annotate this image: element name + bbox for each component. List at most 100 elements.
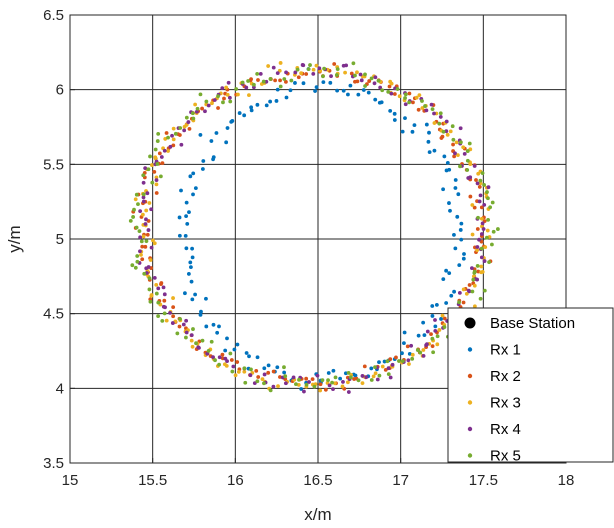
data-point	[451, 142, 455, 147]
data-point	[154, 191, 159, 195]
data-point	[140, 257, 145, 262]
data-point	[314, 63, 319, 68]
data-point	[278, 375, 282, 379]
data-point	[187, 126, 192, 131]
data-point	[130, 263, 135, 268]
data-point	[255, 102, 260, 107]
data-point	[457, 290, 462, 295]
data-point	[407, 91, 412, 96]
data-point	[451, 137, 456, 142]
data-point	[397, 359, 401, 363]
data-point	[412, 123, 417, 128]
data-point	[477, 199, 482, 204]
data-point	[462, 151, 467, 156]
data-point	[240, 80, 245, 85]
data-point	[395, 87, 400, 91]
data-point	[264, 103, 269, 108]
data-point	[322, 66, 327, 71]
data-point	[134, 225, 139, 230]
data-point	[388, 108, 393, 113]
data-point	[156, 314, 161, 319]
data-point	[421, 348, 426, 352]
data-point	[424, 122, 429, 127]
data-point	[138, 235, 143, 240]
data-point	[448, 208, 452, 213]
data-point	[480, 269, 485, 274]
data-point	[429, 102, 434, 107]
data-point	[479, 232, 484, 236]
data-point	[191, 171, 196, 176]
data-point	[431, 350, 436, 355]
data-point	[149, 207, 154, 212]
data-point	[349, 71, 354, 76]
data-point	[177, 324, 182, 329]
data-point	[143, 222, 148, 226]
data-point	[405, 344, 410, 349]
data-point	[468, 175, 473, 180]
data-point	[275, 87, 280, 92]
data-point	[296, 75, 301, 80]
data-point	[171, 314, 176, 319]
legend-box	[447, 307, 614, 463]
data-point	[190, 297, 195, 302]
data-point	[330, 380, 334, 385]
data-point	[224, 140, 229, 145]
data-point	[225, 92, 230, 97]
data-point	[143, 166, 148, 171]
data-point	[369, 76, 374, 81]
data-point	[442, 325, 447, 329]
data-point	[453, 151, 457, 156]
data-point	[177, 233, 182, 238]
data-point	[482, 259, 487, 263]
data-point	[150, 180, 155, 185]
data-point	[154, 182, 159, 187]
data-point	[152, 276, 157, 280]
data-point	[163, 137, 168, 141]
data-point	[420, 106, 425, 110]
data-point	[430, 304, 435, 308]
data-point	[299, 71, 304, 76]
data-point	[400, 359, 405, 364]
data-point	[189, 279, 194, 284]
data-point	[430, 336, 435, 341]
data-point	[209, 139, 214, 143]
data-point	[171, 305, 176, 309]
data-point	[306, 67, 311, 72]
data-point	[171, 126, 176, 131]
data-point	[149, 293, 154, 297]
data-point	[249, 367, 253, 372]
data-point	[262, 372, 267, 377]
legend-label-rx-1: Rx 1	[490, 342, 521, 359]
data-point	[454, 140, 459, 145]
data-point	[420, 99, 424, 103]
data-point	[425, 329, 430, 334]
data-point	[483, 245, 488, 250]
data-point	[476, 269, 481, 274]
data-point	[346, 390, 351, 394]
data-point	[476, 215, 480, 220]
legend: Base Station Rx 1 Rx 2 Rx 3 Rx 4 Rx 5	[447, 307, 614, 465]
data-point	[138, 249, 142, 254]
data-point	[289, 78, 294, 83]
data-point	[155, 139, 160, 143]
data-point	[134, 192, 139, 197]
data-point	[452, 154, 457, 159]
data-point	[387, 84, 392, 89]
data-point	[458, 126, 463, 131]
x-axis-label: x/m	[304, 505, 331, 524]
data-point	[168, 310, 172, 315]
data-point	[132, 207, 136, 212]
data-point	[148, 258, 153, 262]
data-point	[488, 205, 493, 210]
data-point	[182, 128, 187, 133]
data-point	[418, 350, 423, 355]
data-point	[453, 246, 458, 251]
data-point	[235, 342, 240, 347]
data-point	[358, 72, 363, 77]
data-point	[189, 265, 193, 270]
data-point	[188, 174, 193, 179]
data-point	[178, 126, 183, 130]
data-point	[142, 271, 147, 276]
data-point	[343, 70, 347, 75]
data-point	[139, 239, 144, 244]
